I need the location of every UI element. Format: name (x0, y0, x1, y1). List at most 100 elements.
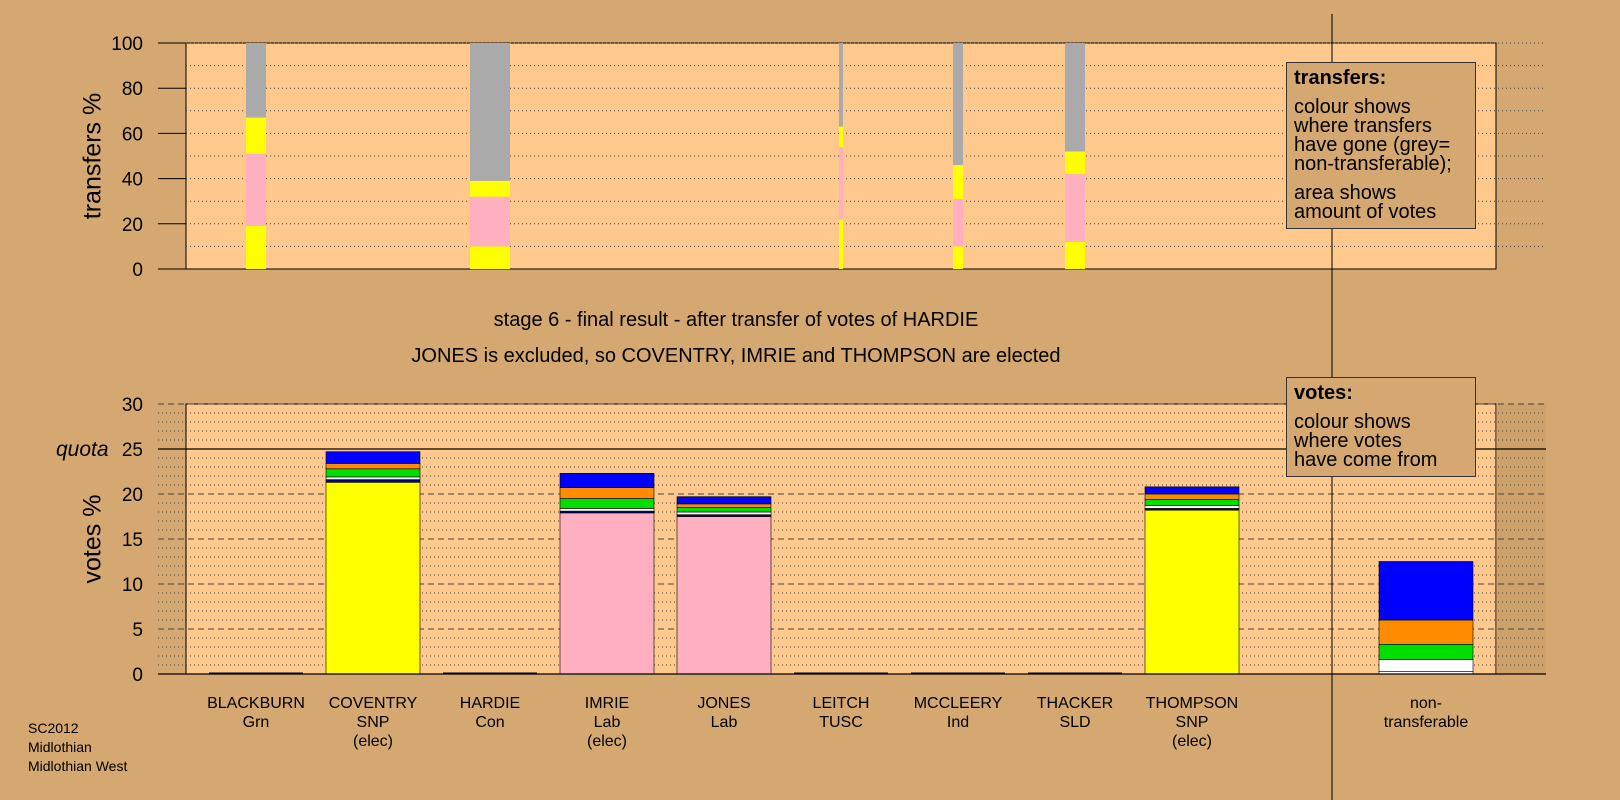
candidate-label: Lab (711, 714, 738, 731)
vote-bar-segment (676, 507, 772, 513)
transfers-y-tick-label: 40 (122, 170, 143, 191)
votes-y-tick-label: 15 (122, 530, 143, 551)
legend-votes-line: where votes (1294, 430, 1402, 452)
candidate-label: Lab (594, 714, 621, 731)
vote-bar-segment (1378, 659, 1474, 672)
footer-council: Midlothian (28, 739, 92, 755)
candidate-label: Con (475, 714, 504, 731)
transfer-bar-segment (953, 246, 963, 269)
candidate-label: Ind (947, 714, 969, 731)
candidate-label: HARDIE (460, 695, 520, 712)
candidate-label: Grn (243, 714, 270, 731)
transfer-bar-segment (1065, 241, 1085, 269)
candidate-label: COVENTRY (329, 695, 418, 712)
vote-bar-segment (676, 496, 772, 505)
transfers-y-tick-label: 20 (122, 215, 143, 236)
candidate-label: THOMPSON (1146, 695, 1238, 712)
votes-y-axis-label: votes % (79, 495, 107, 584)
vote-bar-segment (676, 516, 772, 675)
transfer-bar-segment (1065, 151, 1085, 175)
vote-bar-segment (1144, 509, 1240, 675)
legend-transfers-title: transfers: (1294, 67, 1387, 89)
transfers-y-tick-label: 0 (132, 260, 143, 281)
candidate-label: (elec) (353, 733, 393, 750)
legend-votes-line: have come from (1294, 449, 1438, 471)
vote-bar-segment (1144, 493, 1240, 500)
legend-transfers: transfers: colour shows where transfers … (1286, 62, 1476, 229)
transfers-y-tick-label: 60 (122, 124, 143, 145)
votes-y-tick-label: 5 (132, 620, 143, 641)
transfer-bar-segment (246, 43, 266, 118)
vote-bar-segment (1144, 486, 1240, 495)
votes-y-tick-label: 20 (122, 485, 143, 506)
footer-election: SC2012 (28, 720, 79, 736)
vote-bar-segment (1144, 505, 1240, 509)
vote-bar-segment (676, 511, 772, 516)
candidate-label: SNP (1176, 714, 1209, 731)
candidate-label: SLD (1059, 714, 1090, 731)
quota-value-label: 25 (122, 440, 143, 461)
legend-votes-line: colour shows (1294, 411, 1411, 433)
votes-y-tick-label: 30 (122, 395, 143, 416)
legend-votes-title: votes: (1294, 382, 1353, 404)
transfer-bar-segment (246, 226, 266, 269)
legend-transfers-line: where transfers (1294, 115, 1432, 137)
legend-transfers-line: non-transferable); (1294, 153, 1452, 175)
transfer-bar-segment (470, 180, 510, 197)
candidate-label: non- (1410, 695, 1442, 712)
transfer-bar-segment (1065, 174, 1085, 242)
vote-bar-segment (559, 472, 655, 488)
vote-bar-segment (325, 481, 421, 675)
vote-bar-segment (1378, 561, 1474, 621)
vote-bar-segment (325, 468, 421, 478)
transfers-y-tick-label: 80 (122, 79, 143, 100)
transfer-bar-segment (839, 146, 843, 220)
candidate-label: (elec) (587, 733, 627, 750)
transfer-bar-segment (1065, 43, 1085, 152)
vote-bar-segment (559, 512, 655, 675)
candidate-label: MCCLEERY (914, 695, 1003, 712)
transfer-bar-segment (470, 43, 510, 181)
vote-bar-segment (325, 451, 421, 464)
vote-bar-segment (559, 487, 655, 499)
legend-transfers-line: colour shows (1294, 96, 1411, 118)
votes-y-tick-label: 0 (132, 665, 143, 686)
transfer-bar-segment (246, 153, 266, 227)
vote-bar-segment (1378, 619, 1474, 645)
transfers-y-axis-label: transfers % (79, 93, 107, 219)
legend-transfers-line: have gone (grey= (1294, 134, 1451, 156)
legend-transfers-line: area shows (1294, 182, 1397, 204)
candidate-label: JONES (697, 695, 750, 712)
candidate-label: BLACKBURN (207, 695, 305, 712)
quota-label: quota (56, 438, 109, 461)
vote-bar-segment (559, 508, 655, 512)
candidate-label: TUSC (819, 714, 863, 731)
transfer-bar-segment (953, 43, 963, 166)
vote-bar-segment (559, 498, 655, 509)
vote-bar-segment (325, 463, 421, 470)
transfer-bar-segment (839, 43, 843, 127)
transfer-bar-segment (246, 117, 266, 154)
vote-bar-segment (325, 476, 421, 480)
stage-subtitle: JONES is excluded, so COVENTRY, IMRIE an… (411, 345, 1061, 367)
candidate-label: transferable (1384, 714, 1469, 731)
candidate-label: IMRIE (585, 695, 629, 712)
stage-title: stage 6 - final result - after transfer … (493, 309, 979, 331)
transfer-bar-segment (839, 126, 843, 147)
legend-votes: votes: colour shows where votes have com… (1286, 377, 1476, 477)
transfer-bar-segment (470, 246, 510, 269)
footer-ward: Midlothian West (28, 758, 128, 774)
footer: SC2012 Midlothian Midlothian West (28, 719, 127, 776)
legend-transfers-line: amount of votes (1294, 201, 1437, 223)
vote-bar-segment (676, 503, 772, 508)
transfer-bar-segment (953, 198, 963, 247)
transfer-bar-segment (953, 165, 963, 199)
transfer-bar-segment (470, 196, 510, 247)
candidate-label: SNP (357, 714, 390, 731)
candidate-label: (elec) (1172, 733, 1212, 750)
vote-bar-segment (325, 479, 421, 483)
candidate-label: LEITCH (813, 695, 870, 712)
vote-bar-segment (1378, 643, 1474, 660)
